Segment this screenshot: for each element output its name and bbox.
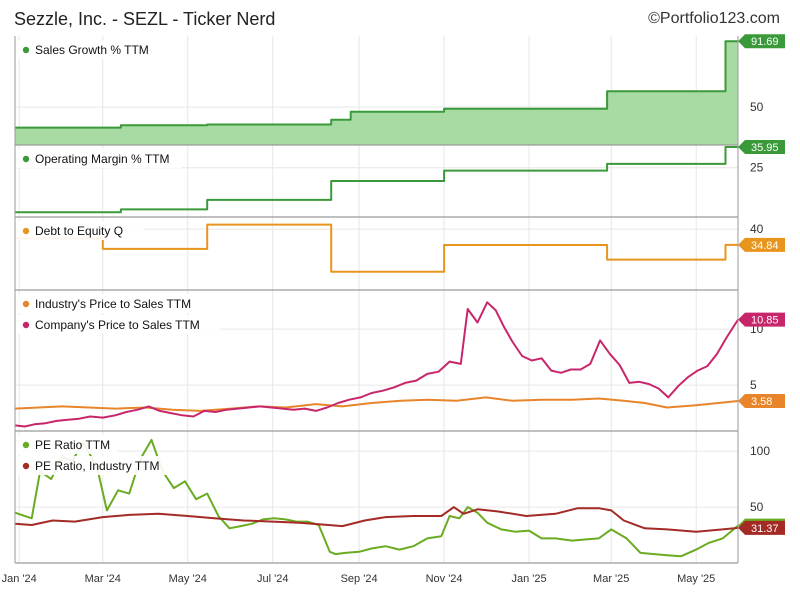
last-value-tag-ps-0: 3.58 (738, 394, 785, 409)
source-credit: ©Portfolio123.com (648, 10, 780, 27)
svg-text:35.95: 35.95 (751, 142, 779, 154)
x-tick-label-0: Jan '24 (2, 573, 37, 585)
y-tick-label-pe: 50 (750, 500, 764, 514)
legend-marker-sales-0 (22, 46, 30, 54)
series-line-sales-0 (15, 40, 738, 129)
legend-box-sales-0 (15, 40, 157, 59)
x-tick-label-1: Mar '24 (85, 573, 121, 585)
last-value-tag-ps-1: 10.85 (738, 312, 785, 327)
series-line-pe-1 (14, 506, 739, 533)
svg-text:91.69: 91.69 (751, 36, 779, 48)
legend-box-opmargin-0 (15, 149, 182, 168)
y-tick-label-sales: 50 (750, 100, 764, 114)
series-line-ps-1 (14, 301, 739, 428)
sales-growth-area (15, 41, 738, 146)
x-tick-label-5: Nov '24 (426, 573, 463, 585)
legend-marker-ps-0 (22, 300, 30, 308)
last-value-tag-debt-0: 34.84 (738, 237, 785, 252)
legend-label-ps-0: Industry's Price to Sales TTM (35, 297, 191, 311)
legend-label-pe-1: PE Ratio, Industry TTM (35, 459, 159, 473)
series-line-ps-0 (14, 396, 739, 412)
y-tick-label-pe: 100 (750, 444, 770, 458)
legend-marker-opmargin-0 (22, 155, 30, 163)
y-tick-label-opmargin: 25 (750, 161, 764, 175)
legend-box-ps-1 (15, 315, 221, 334)
svg-text:34.84: 34.84 (751, 240, 779, 252)
svg-text:31.37: 31.37 (751, 523, 779, 535)
legend-box-pe-0 (15, 435, 118, 454)
series-line-opmargin-0 (15, 146, 738, 214)
last-value-tag-sales-0: 91.69 (738, 34, 785, 49)
last-value-tag-pe-1: 31.37 (738, 520, 785, 535)
legend-label-ps-1: Company's Price to Sales TTM (35, 318, 200, 332)
chart-title: Sezzle, Inc. - SEZL - Ticker Nerd (14, 9, 276, 29)
legend-marker-pe-1 (22, 462, 30, 470)
series-line-pe-0 (14, 438, 739, 558)
last-value-tag-opmargin-0: 35.95 (738, 139, 785, 154)
legend-box-pe-1 (15, 456, 182, 475)
x-tick-label-4: Sep '24 (341, 573, 378, 585)
legend-marker-ps-1 (22, 321, 30, 329)
y-tick-label-ps: 5 (750, 378, 757, 392)
x-tick-label-2: May '24 (169, 573, 207, 585)
legend-marker-pe-0 (22, 441, 30, 449)
legend-marker-debt-0 (22, 227, 30, 235)
legend-label-debt-0: Debt to Equity Q (35, 224, 123, 238)
series-line-debt-0 (15, 223, 738, 273)
svg-text:10.85: 10.85 (751, 315, 779, 327)
x-tick-label-6: Jan '25 (511, 573, 546, 585)
x-tick-label-8: May '25 (677, 573, 715, 585)
y-tick-label-debt: 40 (750, 222, 764, 236)
x-tick-label-3: Jul '24 (257, 573, 288, 585)
svg-text:3.58: 3.58 (751, 396, 772, 408)
legend-box-debt-0 (15, 221, 144, 240)
legend-box-ps-0 (15, 294, 227, 313)
legend-label-opmargin-0: Operating Margin % TTM (35, 152, 170, 166)
x-tick-label-7: Mar '25 (593, 573, 629, 585)
legend-label-sales-0: Sales Growth % TTM (35, 43, 149, 57)
legend-label-pe-0: PE Ratio TTM (35, 438, 110, 452)
